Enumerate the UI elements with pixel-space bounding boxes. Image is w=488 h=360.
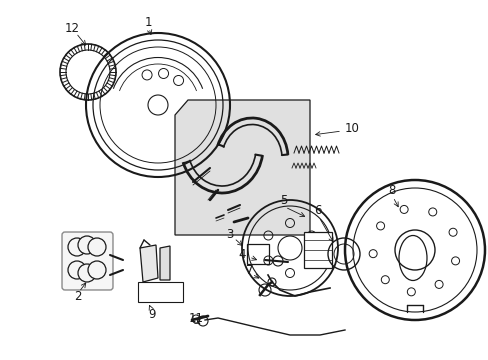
Polygon shape — [160, 246, 170, 280]
Text: 9: 9 — [148, 309, 156, 321]
FancyBboxPatch shape — [62, 232, 113, 290]
Text: 2: 2 — [74, 289, 81, 302]
Text: 7: 7 — [246, 264, 253, 276]
Polygon shape — [175, 100, 309, 235]
Circle shape — [68, 238, 86, 256]
Text: 12: 12 — [64, 22, 80, 35]
Circle shape — [78, 264, 96, 282]
Circle shape — [88, 261, 106, 279]
Text: 8: 8 — [387, 184, 395, 197]
Circle shape — [78, 236, 96, 254]
Polygon shape — [140, 245, 158, 282]
Text: 5: 5 — [280, 194, 287, 207]
Circle shape — [68, 261, 86, 279]
Text: 3: 3 — [226, 228, 233, 240]
Text: 6: 6 — [314, 203, 321, 216]
Text: 10: 10 — [344, 122, 359, 135]
Bar — [138, 282, 183, 302]
Text: 4: 4 — [238, 248, 245, 261]
Text: 11: 11 — [188, 311, 203, 324]
Bar — [304, 232, 331, 268]
Bar — [246, 244, 268, 264]
Circle shape — [88, 238, 106, 256]
Text: 1: 1 — [144, 15, 151, 28]
